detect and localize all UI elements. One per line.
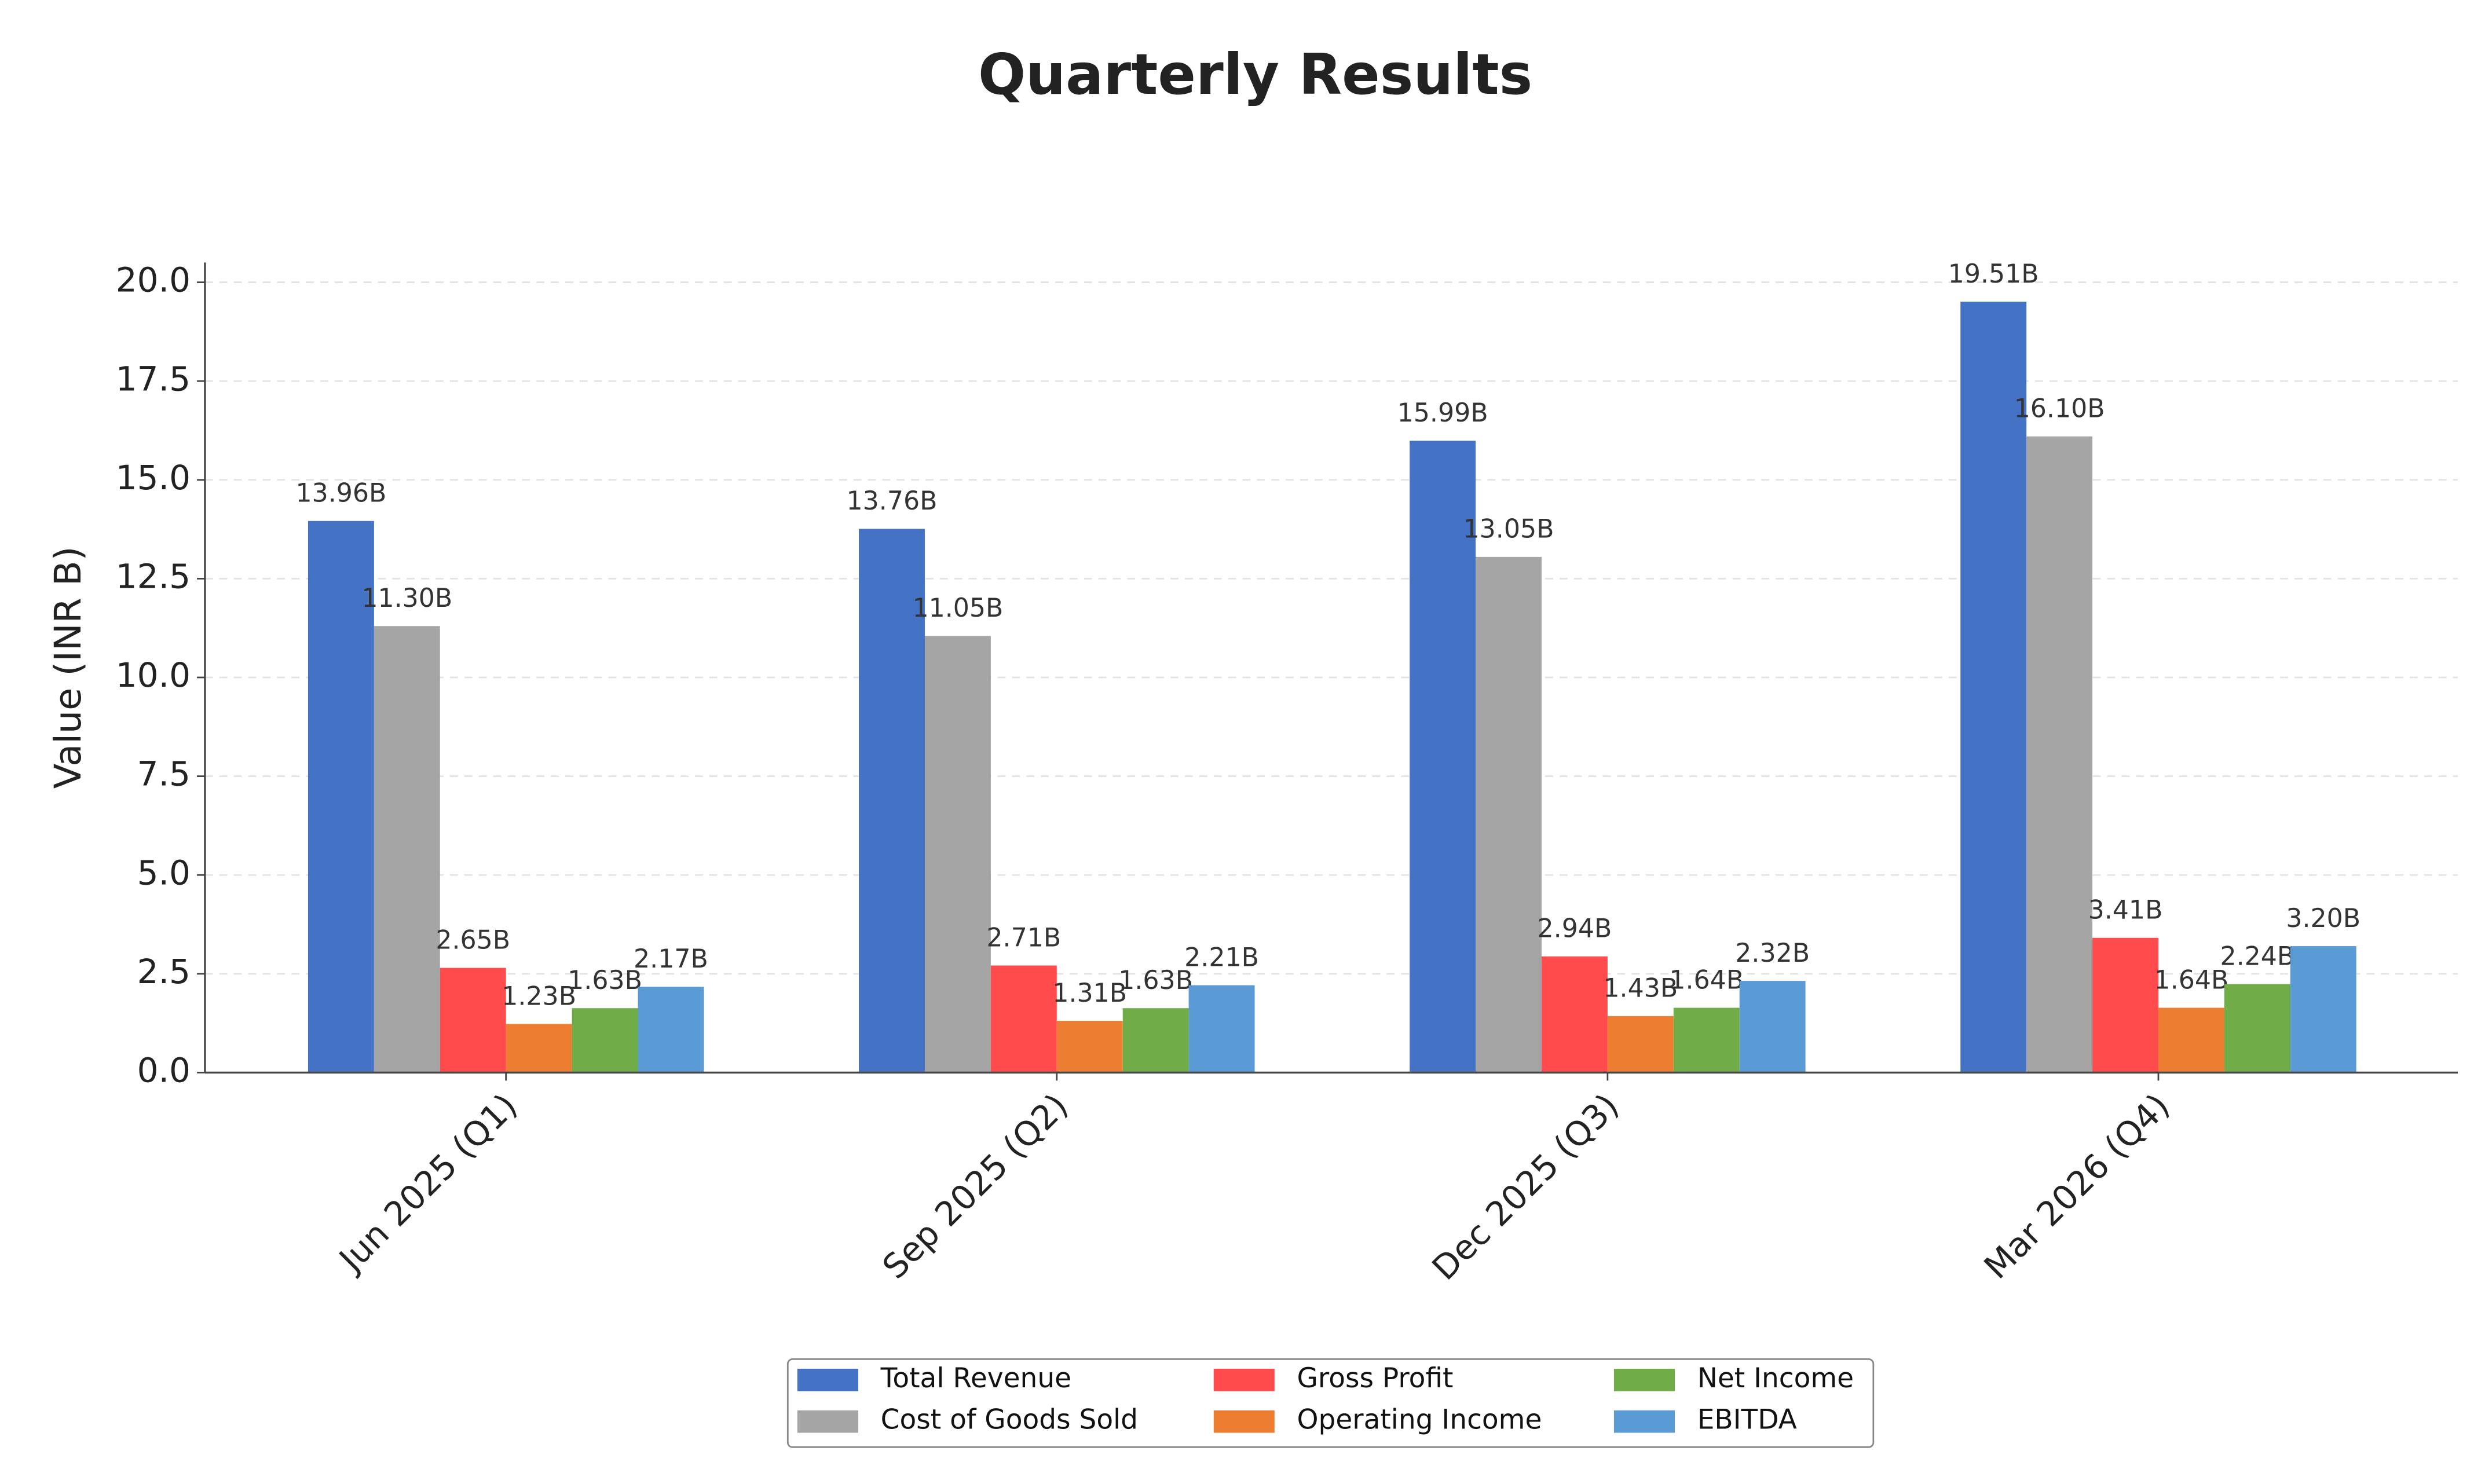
bar (1188, 985, 1255, 1073)
value-label: 11.05B (912, 593, 1003, 623)
bar (1541, 956, 1608, 1073)
value-label: 1.64B (1669, 965, 1744, 995)
y-tick-label: 7.5 (137, 754, 191, 794)
value-label: 1.63B (1118, 966, 1193, 995)
y-tick-label: 5.0 (137, 853, 191, 892)
legend-swatch (1613, 1410, 1675, 1433)
legend-swatch (1213, 1410, 1275, 1433)
value-label: 2.32B (1735, 939, 1810, 968)
bar (374, 626, 440, 1073)
value-label: 11.30B (361, 584, 452, 613)
bar (2092, 937, 2158, 1073)
legend-label: Gross Profit (1297, 1362, 1454, 1394)
bar (2224, 984, 2290, 1073)
bar (1056, 1021, 1123, 1073)
y-tick-label: 12.5 (116, 556, 191, 596)
value-label: 19.51B (1948, 259, 2039, 289)
bar (2158, 1007, 2224, 1073)
legend-label: EBITDA (1697, 1404, 1797, 1436)
value-label: 13.76B (847, 486, 938, 516)
value-label: 13.05B (1463, 515, 1554, 544)
value-label: 1.43B (1603, 974, 1678, 1003)
bar (924, 636, 991, 1073)
bar (440, 968, 506, 1073)
y-tick-label: 17.5 (116, 359, 191, 398)
legend-label: Operating Income (1297, 1404, 1542, 1436)
value-label: 1.23B (502, 981, 576, 1011)
value-label: 1.64B (2154, 965, 2229, 995)
value-label: 3.20B (2286, 904, 2360, 933)
bar (1476, 556, 1542, 1073)
legend-swatch (797, 1410, 858, 1433)
bar (638, 987, 704, 1073)
bar (1410, 441, 1476, 1073)
legend-label: Net Income (1697, 1362, 1854, 1394)
x-tick-label: Mar 2026 (Q4) (1977, 1086, 2177, 1287)
y-tick-label: 10.0 (116, 655, 191, 695)
value-label: 2.21B (1184, 943, 1259, 972)
bar (1739, 981, 1806, 1073)
bar (506, 1024, 572, 1073)
x-tick-label: Jun 2025 (Q1) (331, 1086, 525, 1280)
y-tick-label: 20.0 (116, 261, 191, 300)
bar (990, 965, 1057, 1073)
value-label: 1.31B (1052, 979, 1127, 1008)
legend-box (786, 1358, 1875, 1448)
value-label: 2.17B (634, 944, 708, 974)
x-tick-label: Sep 2025 (Q2) (875, 1086, 1075, 1286)
legend-swatch (1613, 1368, 1675, 1391)
bar (1960, 301, 2027, 1073)
y-tick-label: 2.5 (137, 952, 191, 991)
bar (308, 521, 374, 1073)
legend-swatch (797, 1368, 858, 1391)
chart-title: Quarterly Results (978, 42, 1532, 107)
bar (572, 1008, 638, 1073)
legend-swatch (1213, 1368, 1275, 1391)
value-label: 3.41B (2088, 896, 2163, 925)
x-tick-label: Dec 2025 (Q3) (1425, 1086, 1627, 1288)
bar (2290, 946, 2356, 1073)
bar (2026, 436, 2093, 1073)
value-label: 16.10B (2014, 394, 2105, 424)
y-axis-label: Value (INR B) (46, 547, 89, 789)
value-label: 15.99B (1397, 398, 1488, 428)
bar (1122, 1008, 1189, 1073)
bar (1607, 1016, 1674, 1073)
y-tick-label: 15.0 (116, 458, 191, 497)
value-label: 13.96B (295, 479, 386, 508)
bar (1673, 1007, 1740, 1073)
bar (859, 529, 925, 1073)
value-label: 2.65B (435, 925, 510, 955)
y-tick-label: 0.0 (137, 1051, 191, 1090)
value-label: 2.94B (1538, 914, 1612, 944)
legend-label: Total Revenue (880, 1362, 1071, 1394)
value-label: 2.24B (2220, 941, 2294, 971)
value-label: 1.63B (568, 966, 642, 995)
legend-label: Cost of Goods Sold (881, 1404, 1138, 1436)
value-label: 2.71B (986, 923, 1061, 952)
